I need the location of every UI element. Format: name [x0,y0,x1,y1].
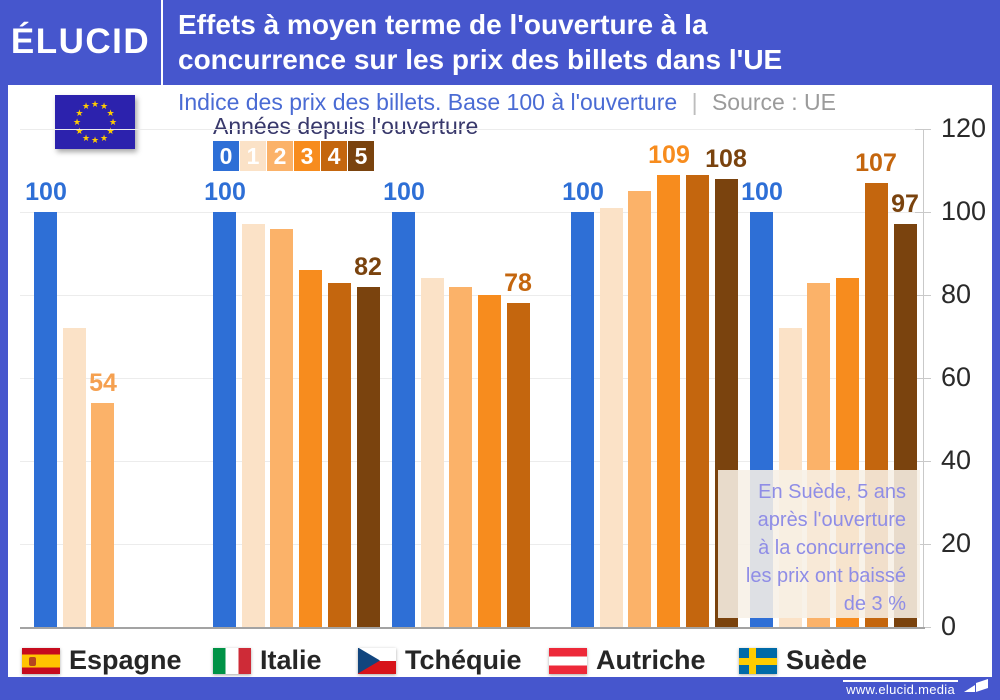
axis-tick-label: 20 [941,527,972,558]
value-label-100: 100 [204,178,246,206]
axis-tick-60 [915,378,931,379]
bar-Tchéquie-year-0 [392,212,415,627]
value-label-100: 100 [25,178,67,206]
sweden-annotation: En Suède, 5 ans après l'ouverture à la con… [718,470,920,618]
bar-Italie-year-5 [357,287,380,627]
axis-tick-label: 80 [941,278,972,309]
x-axis-baseline [20,627,925,629]
bar-Autriche-year-0 [571,212,594,627]
annotation-line-4: les prix ont baissé [745,565,906,587]
gridline-120 [20,129,923,130]
country-legend-item: Espagne [22,645,182,676]
header-divider [161,0,163,85]
annotation-line-1: En Suède, 5 ans [758,481,906,503]
axis-tick-80 [915,295,931,296]
country-name: Autriche [596,645,706,675]
bar-Autriche-year-4 [686,175,709,627]
country-name: Italie [260,645,322,675]
annotation-line-5: de 3 % [843,593,906,615]
legend-chip-year-3: 3 [294,141,320,171]
title-line-2: concurrence sur les prix des billets dan… [178,44,783,75]
value-label-100: 100 [562,178,604,206]
chart-subtitle: Indice des prix des billets. Base 100 à … [178,89,836,116]
cz-flag-icon [358,647,396,674]
country-name: Tchéquie [405,645,522,675]
bar-Autriche-year-3 [657,175,680,627]
bar-Italie-year-4 [328,283,351,627]
bar-Tchéquie-year-3 [478,295,501,627]
bar-Espagne-year-1 [63,328,86,627]
axis-tick-label: 60 [941,361,972,392]
gridline-100 [20,212,923,213]
legend-chip-year-1: 1 [240,141,266,171]
header: ÉLUCID Effets à moyen terme de l'ouvertu… [0,0,1000,85]
bar-Italie-year-3 [299,270,322,627]
bar-Autriche-year-2 [628,191,651,627]
axis-tick-20 [915,544,931,545]
value-label-100: 100 [383,178,425,206]
country-legend-item: Autriche [549,645,706,676]
bar-Autriche-year-1 [600,208,623,627]
page-border-right [992,85,1000,700]
bar-Espagne-year-2 [91,403,114,627]
subtitle-separator: | [691,89,698,115]
bar-Espagne-year-0 [34,212,57,627]
bar-Tchéquie-year-1 [421,278,444,627]
legend-chip-year-0: 0 [213,141,239,171]
axis-tick-label: 100 [941,195,987,226]
bar-Tchéquie-year-4 [507,303,530,627]
legend-title: Années depuis l'ouverture [213,113,479,139]
page-border-left [0,85,8,700]
footer-url: www.elucid.media [846,682,955,697]
axis-tick-label: 40 [941,444,972,475]
it-flag-icon [213,647,251,674]
legend-chip-year-4: 4 [321,141,347,171]
bar-Italie-year-0 [213,212,236,627]
footer-bar: www.elucid.media [0,677,1000,700]
eu-flag-icon: ★ ★ ★ ★ ★ ★ ★ ★ ★ ★ ★ ★ [55,95,135,149]
country-name: Suède [786,645,868,675]
value-label-107: 107 [855,149,897,177]
value-label-109: 109 [648,141,690,169]
es-flag-icon [22,647,60,674]
value-label-82: 82 [354,253,382,281]
axis-tick-120 [915,129,931,130]
axis-tick-label: 0 [941,610,957,641]
country-legend-item: Tchéquie [358,645,522,676]
elucid-logo: ÉLUCID [10,22,151,61]
country-legend-item: Italie [213,645,322,676]
elucid-flag-icon [964,679,988,699]
value-label-100: 100 [741,178,783,206]
page-title: Effets à moyen terme de l'ouverture à la… [178,7,782,77]
axis-tick-40 [915,461,931,462]
legend-chip-year-2: 2 [267,141,293,171]
annotation-line-3: à la concurrence [758,537,906,559]
value-label-54: 54 [89,369,117,397]
value-label-108: 108 [705,145,747,173]
bar-Italie-year-1 [242,224,265,627]
country-name: Espagne [69,645,182,675]
subtitle-text: Indice des prix des billets. Base 100 à … [178,89,678,115]
at-flag-icon [549,647,587,674]
footer-rule [843,680,958,682]
se-flag-icon [739,647,777,674]
axis-tick-100 [915,212,931,213]
source-label: Source : UE [711,89,836,115]
country-legend-item: Suède [739,645,867,676]
value-label-97: 97 [891,190,919,218]
bar-Italie-year-2 [270,229,293,627]
legend-chip-year-5: 5 [348,141,374,171]
value-label-78: 78 [504,269,532,297]
annotation-line-2: après l'ouverture [757,509,906,531]
axis-tick-label: 120 [941,112,987,143]
bar-Tchéquie-year-2 [449,287,472,627]
title-line-1: Effets à moyen terme de l'ouverture à la [178,9,708,40]
